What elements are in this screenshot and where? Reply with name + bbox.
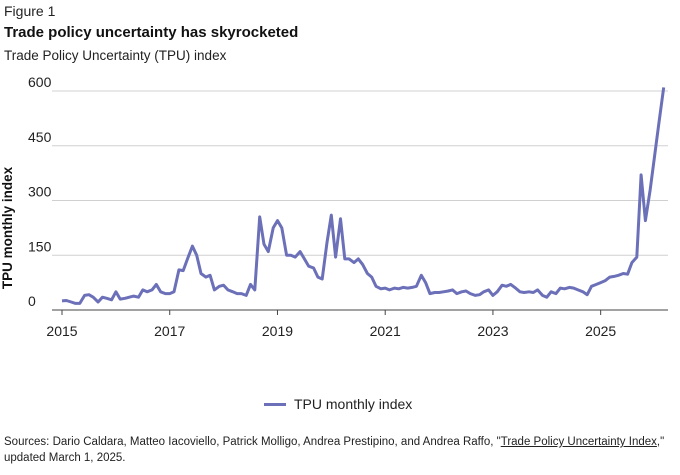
source-note: Sources: Dario Caldara, Matteo Iacoviell…	[4, 434, 676, 466]
x-tick-label-2023: 2023	[477, 323, 508, 339]
chart-area: 0 150 300 450 600 2015 2017 2019 2021 2023 2025 T…	[0, 74, 668, 339]
grid-lines	[52, 90, 668, 256]
y-tick-labels: 0 150 300 450 600	[28, 74, 52, 309]
x-tick-label-2015: 2015	[46, 323, 77, 339]
y-tick-label-300: 300	[28, 184, 52, 200]
x-tick-label-2025: 2025	[585, 323, 616, 339]
source-link[interactable]: Trade Policy Uncertainty Index	[500, 436, 657, 448]
legend-label: TPU monthly index	[294, 396, 413, 412]
x-tick-label-2017: 2017	[154, 323, 185, 339]
y-tick-label-600: 600	[28, 74, 52, 90]
source-suffix: ," updated March 1, 2025.	[4, 436, 665, 464]
y-tick-label-0: 0	[28, 293, 36, 309]
legend: TPU monthly index	[264, 396, 412, 412]
x-tick-label-2019: 2019	[262, 323, 293, 339]
legend-swatch	[264, 402, 286, 406]
source-prefix: Sources: Dario Caldara, Matteo Iacoviell…	[4, 436, 501, 448]
y-axis-label: TPU monthly index	[0, 166, 15, 289]
y-tick-label-450: 450	[28, 129, 52, 145]
figure-label: Figure 1	[4, 3, 56, 19]
x-tick-label-2021: 2021	[370, 323, 401, 339]
chart-title: Trade policy uncertainty has skyrocketed	[4, 24, 299, 41]
series-line-tpu	[61, 87, 666, 305]
chart-subtitle: Trade Policy Uncertainty (TPU) index	[4, 48, 227, 63]
y-tick-label-150: 150	[28, 238, 52, 254]
x-tick-labels: 2015 2017 2019 2021 2023 2025	[46, 310, 616, 339]
